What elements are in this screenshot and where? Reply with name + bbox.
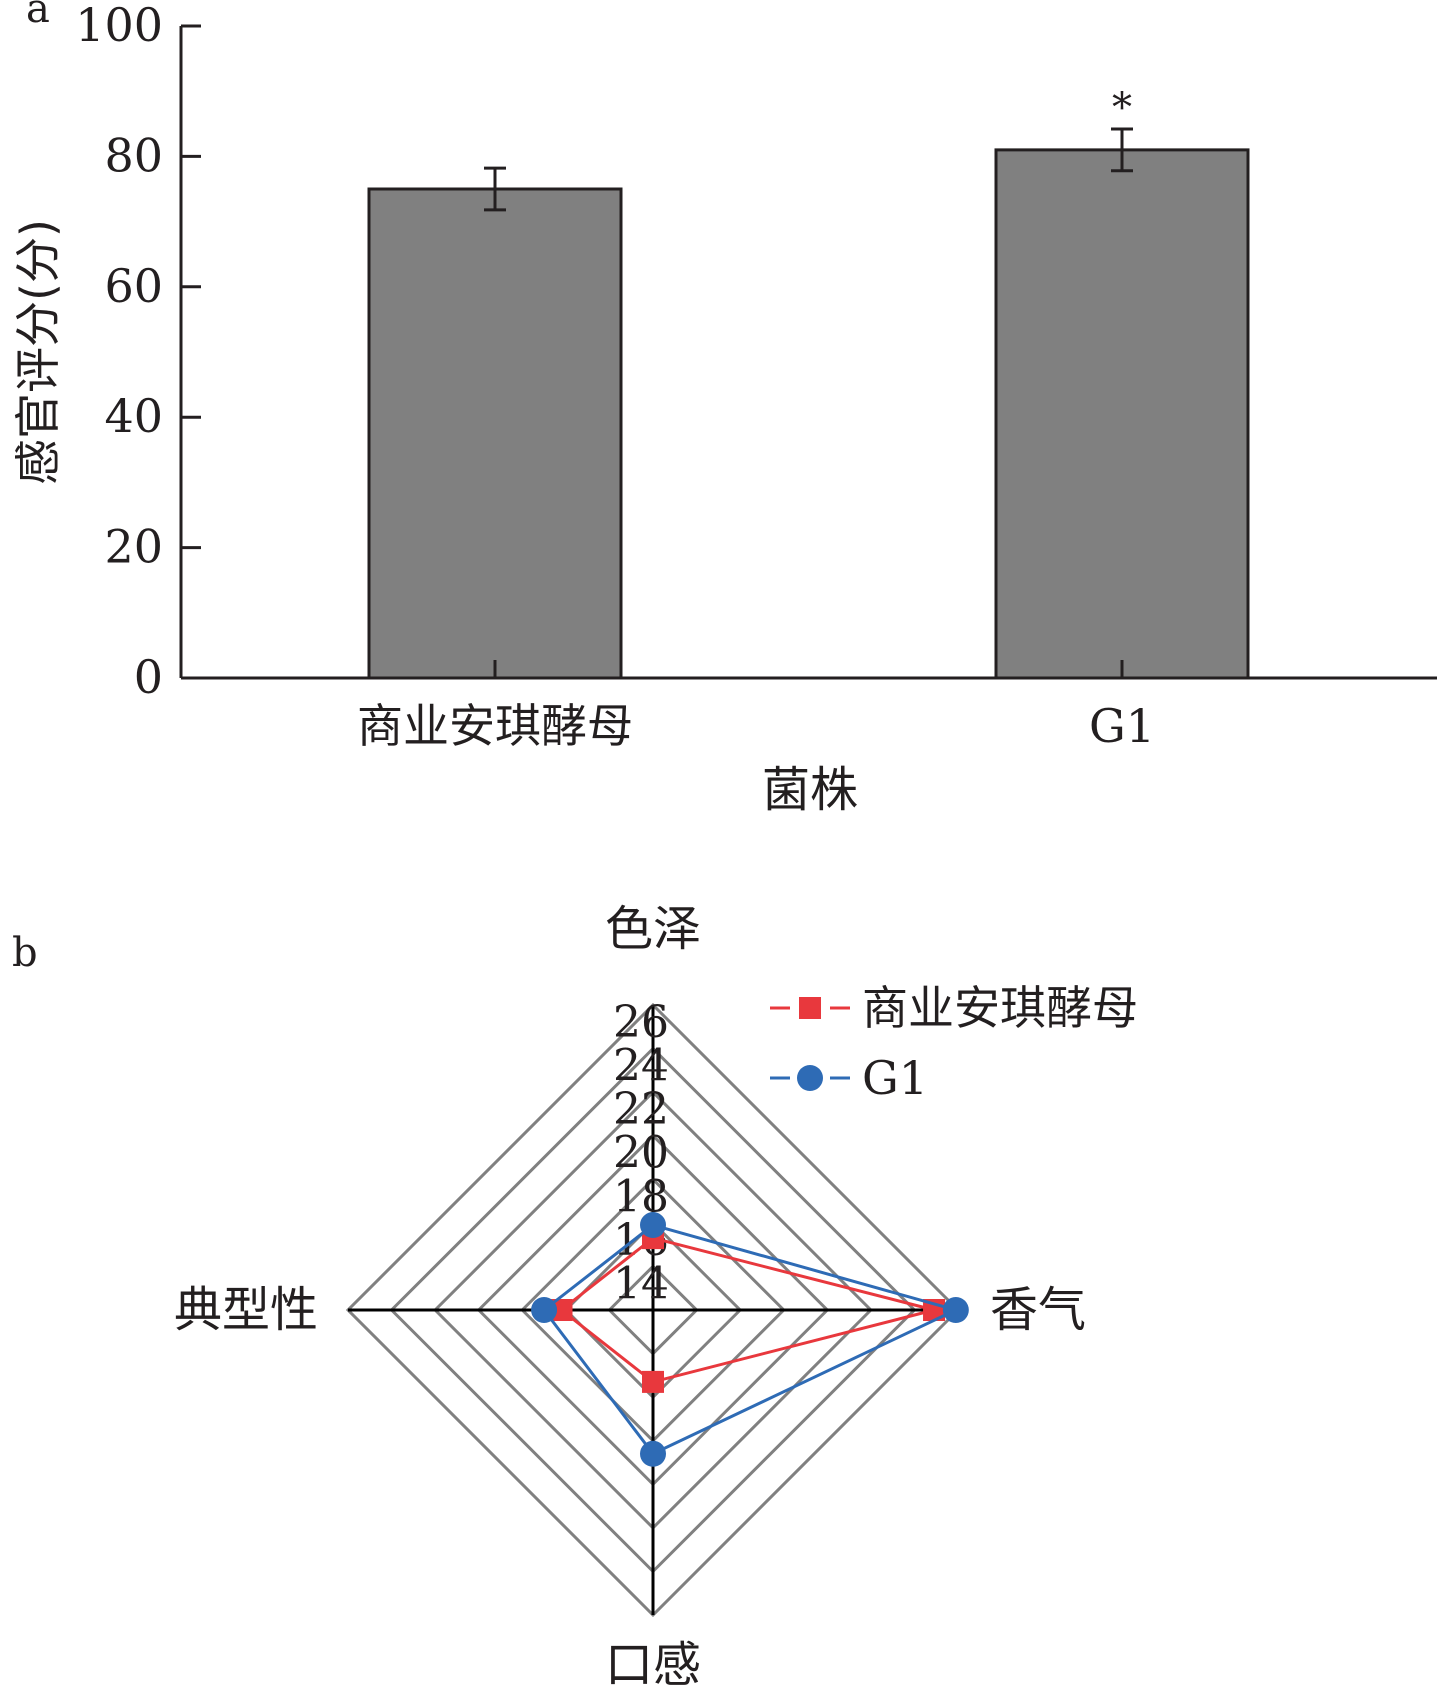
data-point-circle (942, 1297, 969, 1323)
radar-axis-label: 香气 (990, 1282, 1086, 1338)
x-axis-title: 菌株 (762, 762, 858, 818)
legend-label: 商业安琪酵母 (862, 981, 1138, 1035)
panel-label-b: b (12, 930, 38, 976)
panel-label-a: a (26, 0, 50, 32)
bar (994, 148, 1250, 680)
data-point-circle (640, 1212, 666, 1239)
x-tick-label: G1 (1089, 699, 1155, 753)
y-tick-label: 0 (134, 650, 163, 704)
legend-marker-circle (797, 1065, 823, 1091)
bar-chart-panel-a: a 0 20 40 60 80 100 * 商业安琪酵母 G1 菌株 感官评分(分) (11, 0, 1437, 818)
y-tick-label: 60 (104, 259, 163, 313)
significance-marker: * (1112, 85, 1132, 131)
y-tick-label: 100 (75, 0, 163, 52)
y-tick-label: 80 (104, 128, 163, 182)
radial-tick-label: 18 (613, 1171, 669, 1222)
y-axis-title: 感官评分(分) (11, 219, 65, 485)
radar-axis-label: 典型性 (174, 1282, 318, 1338)
radar-axis-label: 口感 (605, 1637, 701, 1686)
radial-tick-label: 24 (613, 1041, 669, 1092)
data-point-circle (640, 1440, 666, 1467)
bar (367, 187, 623, 680)
data-point-circle (531, 1297, 558, 1323)
data-point-square (642, 1370, 664, 1393)
radial-tick-label: 26 (613, 997, 669, 1048)
radar-axis-label: 色泽 (605, 901, 701, 957)
radial-tick-label: 14 (613, 1258, 669, 1309)
radial-tick-label: 22 (613, 1084, 669, 1135)
data-point-square (550, 1299, 573, 1321)
radial-tick-label: 20 (613, 1128, 669, 1179)
series-line (541, 1223, 961, 1456)
x-tick-label: 商业安琪酵母 (357, 699, 633, 753)
y-tick-label: 20 (104, 520, 163, 574)
y-tick-label: 40 (104, 389, 163, 443)
legend-label: G1 (862, 1051, 928, 1105)
legend-marker-square (799, 997, 821, 1019)
